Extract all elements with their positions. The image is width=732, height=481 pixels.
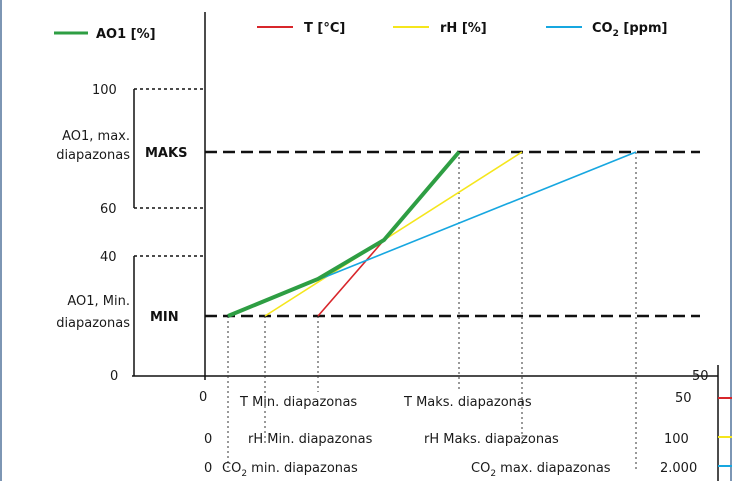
legend-co2-label: CO2 [ppm] — [592, 21, 667, 39]
legend-t-label: T [°C] — [304, 21, 345, 36]
x-axis-top-end: 50 — [692, 369, 709, 384]
y-tick-40: 40 — [100, 250, 117, 265]
rh-end-value: 100 — [664, 432, 689, 447]
t-end-value: 50 — [675, 391, 692, 406]
min-range-label-1: AO1, Min. — [67, 294, 130, 309]
rh-zero: 0 — [204, 432, 212, 447]
max-range-label-2: diapazonas — [56, 148, 130, 163]
ao1-line — [227, 150, 461, 318]
co2-zero: 0 — [204, 461, 212, 476]
co2-end-value: 2.000 — [660, 461, 697, 476]
co2-max-label: CO2 max. diapazonas — [471, 461, 611, 479]
max-range-label-1: AO1, max. — [62, 129, 130, 144]
min-label: MIN — [150, 310, 179, 325]
x-axis-zero: 0 — [199, 390, 207, 405]
co2-min-label: CO2 min. diapazonas — [222, 461, 358, 479]
y-tick-100: 100 — [92, 83, 117, 98]
min-range-label-2: diapazonas — [56, 316, 130, 331]
legend: AO1 [%] T [°C] rH [%] CO2 [ppm] — [54, 21, 667, 42]
rh-line — [264, 151, 523, 317]
drop-lines — [227, 152, 637, 470]
legend-rh-label: rH [%] — [440, 21, 487, 36]
maks-label: MAKS — [145, 146, 187, 161]
rh-min-label: rH Min. diapazonas — [248, 432, 373, 447]
t-min-label: T Min. diapazonas — [239, 395, 357, 410]
y-tick-60: 60 — [100, 202, 117, 217]
legend-ao1-label: AO1 [%] — [96, 27, 156, 42]
rh-max-label: rH Maks. diapazonas — [424, 432, 559, 447]
y-tick-0: 0 — [110, 369, 118, 384]
t-max-label: T Maks. diapazonas — [403, 395, 532, 410]
